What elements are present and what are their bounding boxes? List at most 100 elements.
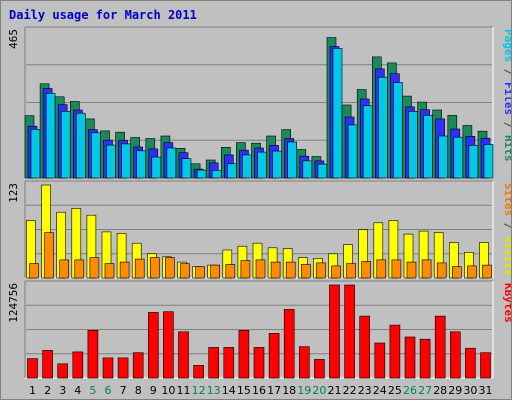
hits-panel-legend-part: Hits <box>502 135 511 162</box>
kbytes-panel-kbytes-bar-day-10 <box>163 311 174 379</box>
kbytes-panel-kbytes-bar-day-4 <box>72 351 84 379</box>
hits-panel-pages-bar-day-19 <box>302 160 313 179</box>
kbytes-panel-kbytes-bar-day-17 <box>268 332 280 379</box>
hits-panel-legend-part: Pages <box>502 29 511 62</box>
visits-panel-sites-bar-day-28 <box>436 262 447 279</box>
x-tick-label-day-15: 15 <box>237 384 251 397</box>
kbytes-panel-kbytes-bar-day-5 <box>87 329 99 379</box>
kbytes-panel-kbytes-bar-day-29 <box>449 331 461 379</box>
x-tick-label-day-10: 10 <box>161 384 175 397</box>
x-tick-label-day-24: 24 <box>373 384 387 397</box>
x-tick-label-day-14: 14 <box>222 384 236 397</box>
x-tick-label-day-3: 3 <box>59 384 66 397</box>
hits-panel-pages-bar-day-28 <box>438 135 449 179</box>
x-tick-label-day-2: 2 <box>44 384 51 397</box>
kbytes-panel-kbytes-bar-day-11 <box>178 331 189 379</box>
x-tick-label-day-4: 4 <box>74 384 81 397</box>
x-tick-label-day-7: 7 <box>120 384 127 397</box>
visits-panel-sites-bar-day-23 <box>361 261 372 279</box>
visits-panel-sites-bar-day-31 <box>482 264 492 279</box>
visits-panel-sites-bar-day-20 <box>316 262 326 279</box>
visits-panel-sites-bar-day-16 <box>255 259 266 279</box>
visits-panel-sites-bar-day-21 <box>331 265 341 279</box>
visits-panel-sites-bar-day-8 <box>134 258 145 279</box>
visits-panel-sites-bar-day-13 <box>210 264 220 279</box>
hits-panel-pages-bar-day-12 <box>196 169 207 179</box>
hits-panel-ymax-label: 465 <box>7 29 20 49</box>
kbytes-panel-kbytes-bar-day-16 <box>253 347 265 379</box>
visits-panel-ymax-label: 123 <box>7 183 20 203</box>
visits-panel-sites-bar-day-6 <box>104 263 115 279</box>
x-tick-label-day-28: 28 <box>433 384 447 397</box>
hits-panel-pages-bar-day-22 <box>347 124 358 179</box>
hits-panel-pages-bar-day-31 <box>483 144 494 179</box>
kbytes-panel-kbytes-bar-day-1 <box>27 358 38 379</box>
kbytes-panel-kbytes-bar-day-18 <box>283 309 295 379</box>
x-tick-label-day-1: 1 <box>29 384 36 397</box>
hits-panel-pages-bar-day-8 <box>136 150 146 179</box>
x-tick-label-day-6: 6 <box>105 384 112 397</box>
kbytes-panel-kbytes-bar-day-3 <box>57 363 69 379</box>
hits-panel-pages-bar-day-9 <box>151 156 162 179</box>
hits-panel-pages-bar-day-10 <box>166 147 177 179</box>
hits-panel-legend-part: Files <box>502 82 511 115</box>
x-tick-label-day-22: 22 <box>343 384 357 397</box>
hits-panel-pages-bar-day-15 <box>242 154 252 179</box>
visits-panel-sites-bar-day-26 <box>406 261 417 279</box>
visits-panel-sites-bar-day-30 <box>467 265 477 279</box>
visits-panel-sites-bar-day-19 <box>300 264 311 279</box>
kbytes-panel-kbytes-bar-day-25 <box>389 324 401 379</box>
hits-panel-legend: Pages / Files / Hits <box>502 29 511 162</box>
kbytes-panel-kbytes-bar-day-20 <box>314 359 325 379</box>
kbytes-panel-kbytes-bar-day-9 <box>148 312 159 379</box>
x-tick-label-day-13: 13 <box>207 384 221 397</box>
chart-title: Daily usage for March 2011 <box>9 8 197 22</box>
x-tick-label-day-12: 12 <box>192 384 206 397</box>
visits-panel-sites-bar-day-15 <box>240 260 251 279</box>
visits-panel-sites-bar-day-11 <box>180 263 190 279</box>
kbytes-panel-kbytes-bar-day-13 <box>208 347 219 379</box>
kbytes-panel-legend-part: KBytes <box>502 283 511 323</box>
visits-panel-sites-bar-day-27 <box>421 259 432 279</box>
visits-panel-sites-bar-day-4 <box>74 259 85 279</box>
x-tick-label-day-26: 26 <box>403 384 417 397</box>
visits-panel-sites-bar-day-22 <box>346 263 356 279</box>
x-tick-label-day-5: 5 <box>89 384 96 397</box>
x-tick-label-day-17: 17 <box>267 384 281 397</box>
hits-panel-pages-bar-day-18 <box>287 141 298 179</box>
hits-panel-pages-bar-day-13 <box>211 170 222 179</box>
x-tick-label-day-18: 18 <box>282 384 296 397</box>
kbytes-panel-kbytes-bar-day-23 <box>359 315 371 379</box>
hits-panel-pages-bar-day-2 <box>45 93 56 179</box>
x-tick-label-day-23: 23 <box>358 384 372 397</box>
kbytes-panel-kbytes-bar-day-22 <box>344 284 355 379</box>
visits-panel-sites-bar-day-1 <box>29 263 39 279</box>
visits-panel-sites-bar-day-25 <box>391 259 402 279</box>
x-tick-label-day-29: 29 <box>448 384 462 397</box>
hits-panel-pages-bar-day-6 <box>106 144 116 179</box>
hits-panel-pages-bar-day-17 <box>272 150 282 179</box>
kbytes-panel-kbytes-bar-day-26 <box>404 336 416 379</box>
hits-panel-pages-bar-day-1 <box>30 129 41 179</box>
kbytes-panel-kbytes-bar-day-6 <box>102 357 114 379</box>
kbytes-panel-ymax-label: 124756 <box>7 283 20 323</box>
hits-panel-pages-bar-day-7 <box>121 143 131 179</box>
kbytes-panel-kbytes-bar-day-31 <box>480 352 491 379</box>
visits-panel-sites-bar-day-3 <box>59 259 70 279</box>
visits-panel-legend-part: / <box>502 216 511 236</box>
x-tick-label-day-20: 20 <box>312 384 326 397</box>
hits-panel-pages-bar-day-23 <box>362 105 373 179</box>
hits-panel-pages-bar-day-24 <box>377 76 388 179</box>
x-tick-label-day-8: 8 <box>135 384 142 397</box>
hits-panel-pages-bar-day-29 <box>453 136 464 179</box>
hits-panel-pages-bar-day-21 <box>332 48 343 179</box>
visits-panel-sites-bar-day-12 <box>195 266 205 279</box>
kbytes-panel-kbytes-bar-day-30 <box>465 347 476 379</box>
visits-panel-legend-part: Visits <box>502 236 511 276</box>
kbytes-panel-kbytes-bar-day-21 <box>329 284 340 379</box>
visits-panel-sites-bar-day-2 <box>44 232 54 279</box>
hits-panel-pages-bar-day-11 <box>181 158 192 179</box>
visits-panel-sites-bar-day-24 <box>376 259 387 279</box>
kbytes-panel-kbytes-bar-day-27 <box>419 338 431 379</box>
